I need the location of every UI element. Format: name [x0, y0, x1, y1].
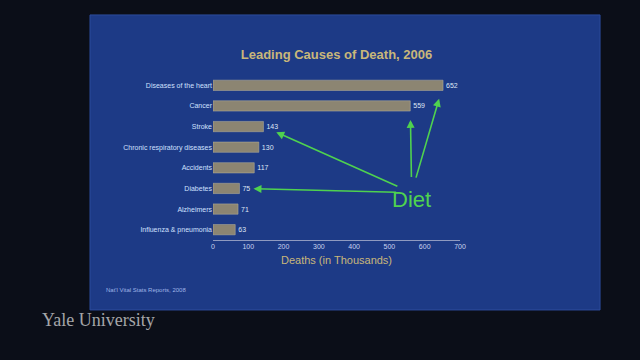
svg-text:Cancer: Cancer [189, 102, 212, 109]
svg-text:0: 0 [211, 243, 215, 250]
svg-text:700: 700 [454, 243, 466, 250]
svg-text:400: 400 [348, 243, 360, 250]
svg-text:500: 500 [384, 243, 396, 250]
svg-text:71: 71 [241, 206, 249, 213]
svg-text:300: 300 [313, 243, 325, 250]
svg-text:143: 143 [266, 123, 278, 130]
svg-text:Nat'l Vital Stats Reports, 200: Nat'l Vital Stats Reports, 2008 [106, 287, 186, 293]
svg-text:Stroke: Stroke [192, 123, 212, 130]
svg-text:Leading Causes of Death, 2006: Leading Causes of Death, 2006 [241, 47, 432, 62]
svg-text:63: 63 [238, 226, 246, 233]
svg-text:Alzheimers: Alzheimers [177, 206, 212, 213]
svg-text:559: 559 [413, 102, 425, 109]
svg-text:Deaths (in Thousands): Deaths (in Thousands) [281, 254, 392, 266]
svg-text:Influenza & pneumonia: Influenza & pneumonia [140, 226, 212, 234]
svg-text:100: 100 [242, 243, 254, 250]
svg-text:130: 130 [262, 144, 274, 151]
svg-text:117: 117 [257, 164, 268, 171]
svg-text:Diabetes: Diabetes [184, 185, 212, 192]
svg-text:75: 75 [242, 185, 250, 192]
svg-text:652: 652 [446, 82, 458, 89]
svg-text:200: 200 [278, 243, 290, 250]
svg-text:Yale University: Yale University [42, 310, 155, 330]
svg-text:Accidents: Accidents [182, 164, 213, 171]
svg-text:Diseases of the heart: Diseases of the heart [146, 82, 212, 89]
svg-text:Diet: Diet [392, 187, 431, 212]
svg-text:600: 600 [419, 243, 431, 250]
svg-text:Chronic respiratory diseases: Chronic respiratory diseases [123, 144, 212, 152]
